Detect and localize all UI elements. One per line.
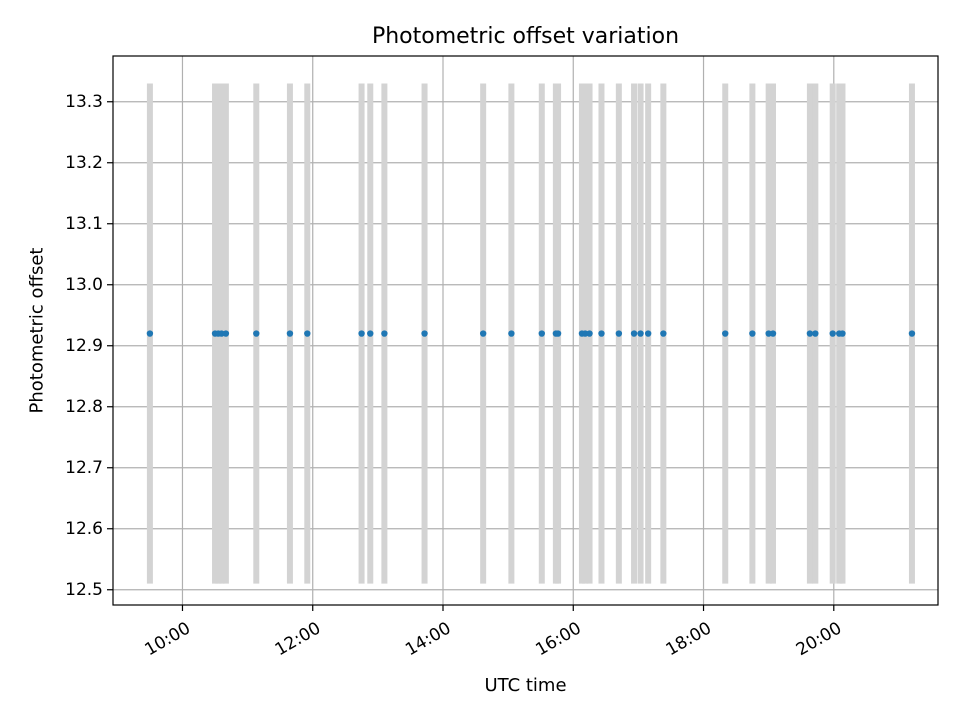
y-tick-label: 13.0 xyxy=(65,275,103,295)
y-tick-label: 12.9 xyxy=(65,336,103,356)
y-tick-label: 13.1 xyxy=(65,214,103,234)
y-tick-label: 12.7 xyxy=(65,458,103,478)
y-tick-label: 12.8 xyxy=(65,397,103,417)
data-point xyxy=(358,330,365,337)
point-layer xyxy=(146,330,916,337)
data-point xyxy=(538,330,545,337)
data-point xyxy=(421,330,428,337)
data-point xyxy=(644,330,652,337)
x-axis-label: UTC time xyxy=(484,675,566,696)
data-point xyxy=(586,330,593,337)
data-point xyxy=(479,330,487,337)
y-axis-label: Photometric offset xyxy=(27,248,48,414)
data-point xyxy=(769,330,777,337)
data-point xyxy=(253,330,260,337)
chart-title: Photometric offset variation xyxy=(372,24,679,49)
data-point xyxy=(749,330,756,337)
data-point xyxy=(839,330,846,337)
data-point xyxy=(637,330,644,337)
data-point xyxy=(812,330,819,337)
data-point xyxy=(304,330,311,337)
grid-layer xyxy=(113,56,938,605)
data-point xyxy=(146,330,154,337)
data-point xyxy=(908,330,916,337)
data-point xyxy=(367,330,374,337)
data-point xyxy=(508,330,515,337)
y-tick-label: 13.2 xyxy=(65,153,103,173)
data-point xyxy=(222,330,230,337)
data-point xyxy=(615,330,623,337)
data-point xyxy=(829,330,836,337)
y-tick-label: 12.6 xyxy=(65,519,103,539)
data-point xyxy=(286,330,294,337)
data-point xyxy=(660,330,667,337)
data-point xyxy=(722,330,729,337)
plot-frame xyxy=(112,55,939,606)
data-point xyxy=(381,330,388,337)
data-point xyxy=(806,330,814,337)
y-tick-label: 12.5 xyxy=(65,580,103,600)
data-point xyxy=(630,330,638,337)
data-point xyxy=(598,330,605,337)
data-point xyxy=(554,330,562,337)
y-tick-label: 13.3 xyxy=(65,92,103,112)
